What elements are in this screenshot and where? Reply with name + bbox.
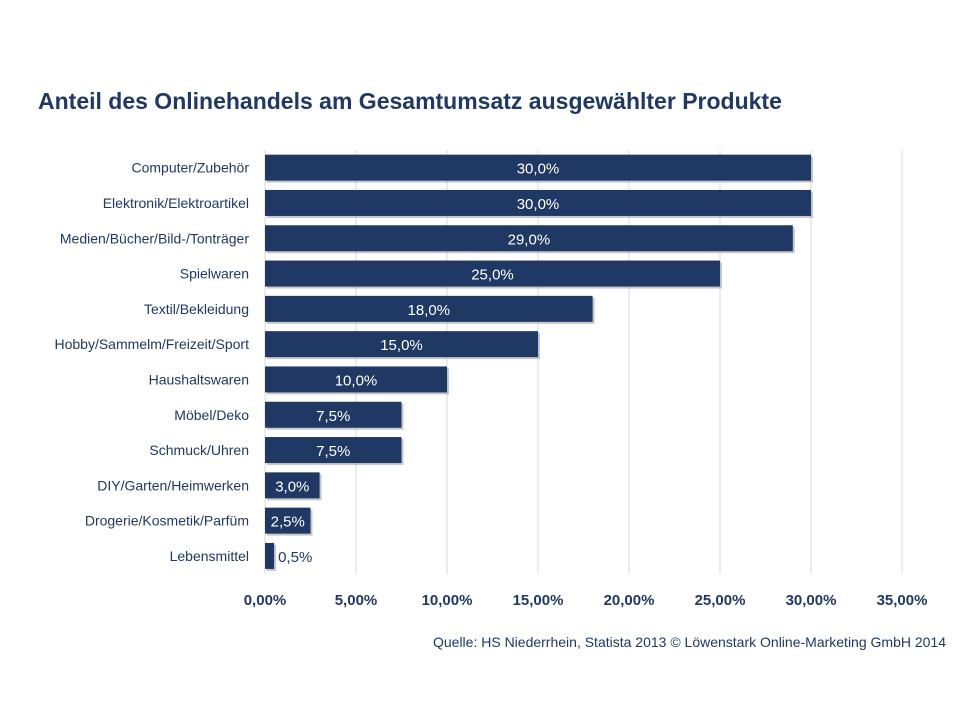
bar [265, 154, 811, 181]
category-label: DIY/Garten/Heimwerken [97, 477, 249, 493]
bar [265, 401, 402, 428]
bar [265, 189, 811, 216]
bar [265, 507, 311, 534]
data-label: 30,0% [517, 161, 560, 178]
bar [265, 437, 402, 464]
data-label: 30,0% [517, 196, 560, 213]
chart-title: Anteil des Onlinehandels am Gesamtumsatz… [38, 88, 782, 114]
x-tick-label: 15,00% [513, 592, 564, 609]
data-label: 2,5% [271, 514, 305, 531]
data-label: 10,0% [335, 372, 378, 389]
labels: 0,00% 5,00% 10,00% 15,00% 20,00% 25,00% 30,00%… [54, 160, 927, 609]
category-label: Spielwaren [180, 266, 249, 282]
x-tick-label: 5,00% [335, 592, 378, 609]
gridlines [264, 150, 903, 574]
category-label: Schmuck/Uhren [149, 442, 249, 458]
bar [265, 472, 320, 499]
category-label: Haushaltswaren [149, 371, 249, 387]
data-label: 25,0% [471, 267, 514, 284]
bar [265, 295, 593, 322]
x-tick-label: 35,00% [877, 592, 928, 609]
bar [265, 542, 275, 569]
category-label: Computer/Zubehör [131, 160, 249, 176]
category-label: Möbel/Deko [174, 407, 249, 423]
data-label: 18,0% [408, 302, 451, 319]
category-label: Lebensmittel [170, 548, 249, 564]
data-label: 15,0% [380, 337, 423, 354]
bar [265, 260, 720, 287]
x-tick-label: 30,00% [786, 592, 837, 609]
bar [265, 366, 447, 393]
category-label: Drogerie/Kosmetik/Parfüm [85, 513, 249, 529]
data-label: 0,5% [278, 549, 312, 566]
x-tick-label: 20,00% [604, 592, 655, 609]
data-label: 3,0% [275, 478, 309, 495]
bar [265, 331, 538, 358]
x-tick-label: 10,00% [422, 592, 473, 609]
category-label: Textil/Bekleidung [144, 301, 249, 317]
source-note: Quelle: HS Niederrhein, Statista 2013 © … [432, 634, 946, 650]
x-tick-label: 0,00% [244, 592, 287, 609]
x-tick-label: 25,00% [695, 592, 746, 609]
category-label: Hobby/Sammelm/Freizeit/Sport [54, 336, 249, 352]
category-label: Medien/Bücher/Bild-/Tonträger [60, 230, 249, 246]
category-label: Elektronik/Elektroartikel [103, 195, 249, 211]
bar [265, 225, 793, 252]
data-label: 29,0% [508, 231, 551, 248]
bars [265, 154, 813, 571]
data-label: 7,5% [316, 408, 350, 425]
data-label: 7,5% [316, 443, 350, 460]
